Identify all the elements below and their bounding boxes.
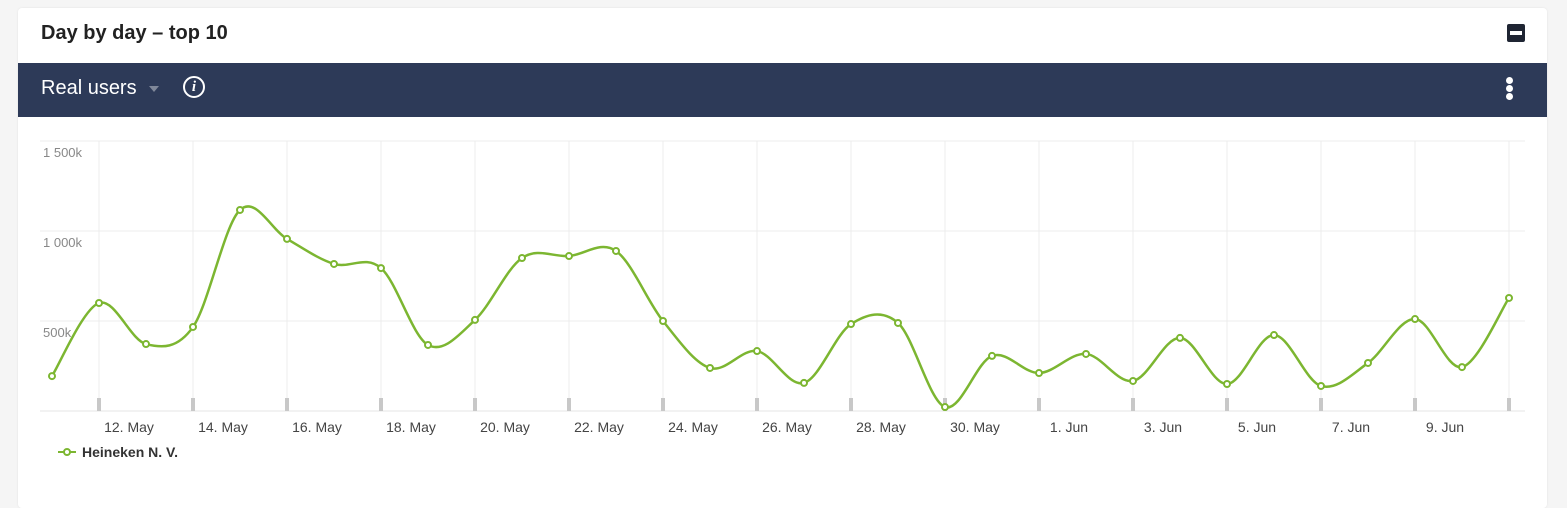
data-point bbox=[1505, 293, 1513, 302]
data-point bbox=[659, 317, 667, 325]
data-point bbox=[189, 322, 197, 331]
y-tick-label: 1 500k bbox=[43, 145, 83, 160]
x-tick-label: 12. May bbox=[104, 419, 154, 435]
x-tick-mark bbox=[755, 398, 759, 411]
legend-label: Heineken N. V. bbox=[82, 444, 178, 460]
info-icon[interactable]: i bbox=[183, 76, 205, 98]
x-tick-label: 24. May bbox=[668, 419, 718, 435]
x-tick-label: 18. May bbox=[386, 419, 436, 435]
day-by-day-panel: Day by day – top 10 Real users i 500k 1 0… bbox=[18, 8, 1547, 508]
collapse-icon[interactable] bbox=[1507, 24, 1525, 42]
x-tick-mark bbox=[1507, 398, 1511, 411]
data-point bbox=[1176, 333, 1184, 342]
data-point bbox=[142, 340, 150, 349]
data-point bbox=[612, 246, 620, 255]
data-point bbox=[424, 340, 432, 349]
series-line bbox=[50, 205, 1511, 409]
x-tick-label: 1. Jun bbox=[1050, 419, 1088, 435]
x-tick-mark bbox=[1037, 398, 1041, 411]
line-chart: 500k 1 000k 1 500k 12. May 14. May 16. May 18.… bbox=[40, 140, 1525, 435]
data-point bbox=[1270, 331, 1278, 340]
data-point bbox=[48, 372, 56, 381]
data-point bbox=[753, 347, 761, 356]
data-point bbox=[518, 254, 526, 262]
x-tick-mark bbox=[379, 398, 383, 411]
x-tick-label: 28. May bbox=[856, 419, 906, 435]
data-point bbox=[471, 315, 479, 324]
x-tick-mark bbox=[661, 398, 665, 411]
x-tick-label: 7. Jun bbox=[1332, 419, 1370, 435]
x-tick-label: 26. May bbox=[762, 419, 812, 435]
data-point bbox=[1317, 381, 1325, 390]
more-options-icon[interactable] bbox=[1506, 77, 1514, 101]
data-point bbox=[377, 264, 385, 273]
data-point bbox=[941, 403, 949, 412]
x-tick-label: 14. May bbox=[198, 419, 248, 435]
y-tick-label: 1 000k bbox=[43, 235, 83, 250]
data-point bbox=[847, 320, 855, 329]
x-tick-label: 20. May bbox=[480, 419, 530, 435]
x-tick-label: 5. Jun bbox=[1238, 419, 1276, 435]
metric-dropdown[interactable]: Real users bbox=[41, 77, 137, 99]
data-point bbox=[1458, 363, 1466, 372]
data-point bbox=[1129, 376, 1137, 385]
x-tick-label: 22. May bbox=[574, 419, 624, 435]
data-point bbox=[1364, 358, 1372, 367]
data-point bbox=[894, 318, 902, 327]
panel-title: Day by day – top 10 bbox=[41, 22, 228, 44]
x-tick-mark bbox=[285, 398, 289, 411]
caret-down-icon[interactable] bbox=[149, 86, 159, 92]
x-tick-label: 30. May bbox=[950, 419, 1000, 435]
x-tick-label: 16. May bbox=[292, 419, 342, 435]
data-point bbox=[988, 351, 996, 360]
x-tick-label: 9. Jun bbox=[1426, 419, 1464, 435]
data-point bbox=[236, 205, 244, 214]
data-point bbox=[1411, 315, 1419, 324]
data-point bbox=[95, 299, 103, 307]
data-point bbox=[330, 259, 338, 268]
x-tick-mark bbox=[191, 398, 195, 411]
data-point bbox=[283, 234, 291, 243]
data-point bbox=[1082, 349, 1090, 358]
x-tick-label: 3. Jun bbox=[1144, 419, 1182, 435]
data-point bbox=[800, 378, 808, 387]
x-tick-mark bbox=[849, 398, 853, 411]
chart-toolbar: Real users i bbox=[18, 63, 1547, 117]
data-point bbox=[706, 363, 714, 372]
data-point bbox=[565, 252, 573, 261]
data-point bbox=[1223, 380, 1231, 388]
legend-item[interactable]: Heineken N. V. bbox=[58, 444, 178, 460]
legend-marker-icon bbox=[58, 448, 76, 456]
y-tick-label: 500k bbox=[43, 325, 72, 340]
data-point bbox=[1035, 369, 1043, 378]
x-tick-mark bbox=[1131, 398, 1135, 411]
x-tick-mark bbox=[473, 398, 477, 411]
x-tick-mark bbox=[1413, 398, 1417, 411]
x-tick-mark bbox=[1225, 398, 1229, 411]
x-tick-mark bbox=[1319, 398, 1323, 411]
x-tick-mark bbox=[567, 398, 571, 411]
x-tick-mark bbox=[97, 398, 101, 411]
